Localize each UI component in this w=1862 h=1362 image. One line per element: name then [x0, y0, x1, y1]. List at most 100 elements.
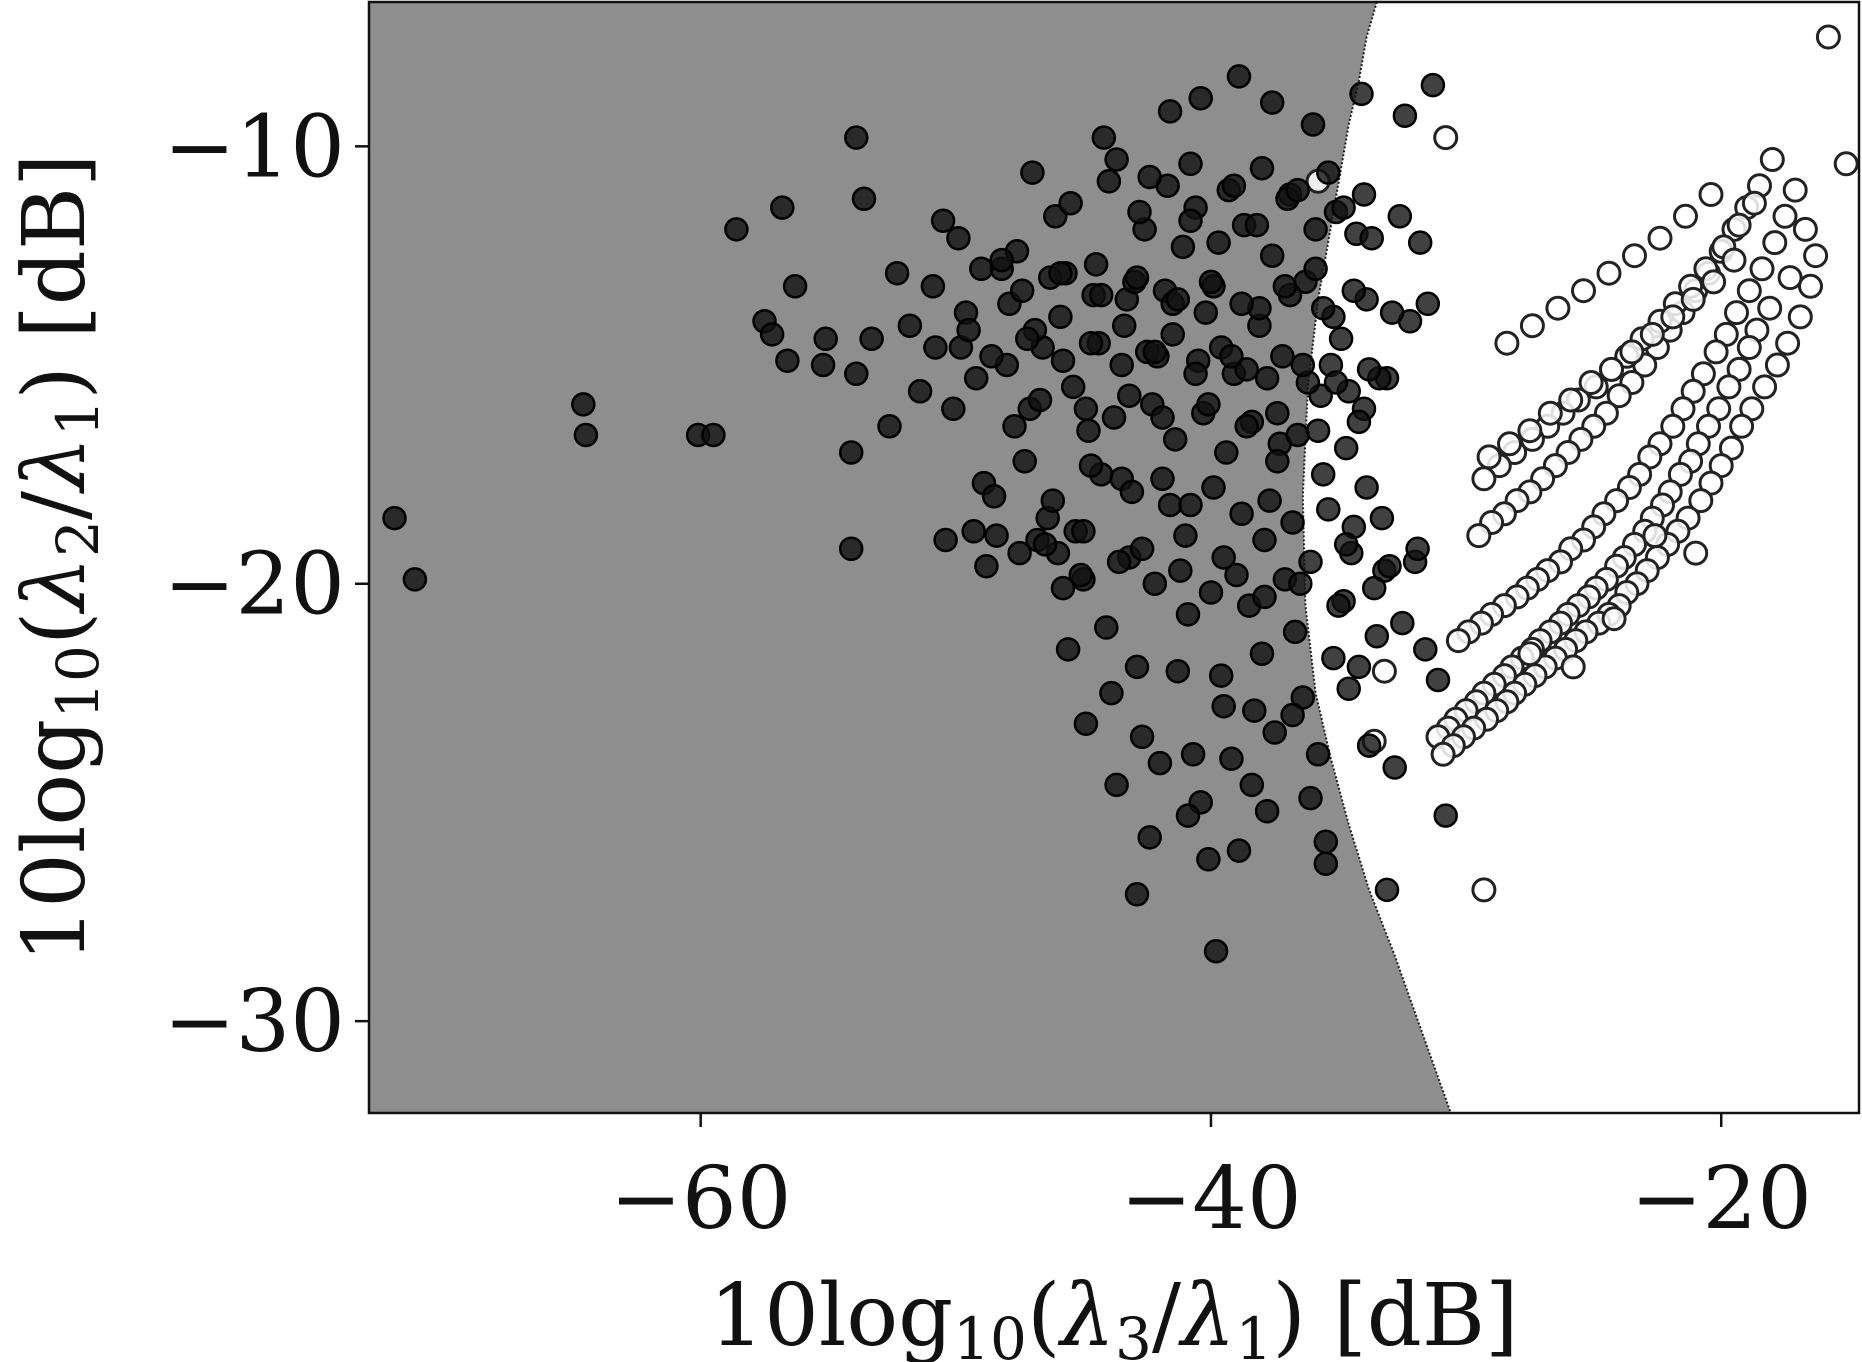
- data-point-hollow: [1736, 335, 1762, 360]
- data-point-filled: [1002, 414, 1027, 439]
- data-point-filled: [1270, 344, 1295, 369]
- data-point-filled: [884, 260, 910, 286]
- data-point-hollow: [1445, 628, 1471, 654]
- data-point-filled: [402, 567, 428, 592]
- data-point-hollow: [1729, 413, 1755, 439]
- data-point-filled: [1088, 282, 1114, 308]
- data-point-filled: [1071, 519, 1096, 544]
- data-point-hollow: [1466, 523, 1492, 549]
- data-point-filled: [1226, 838, 1252, 863]
- data-point-filled: [1150, 466, 1175, 492]
- data-point-filled: [1091, 125, 1117, 150]
- data-point-filled: [1390, 610, 1415, 636]
- y-tick-label: −30: [164, 972, 346, 1072]
- data-point-filled: [1157, 492, 1183, 518]
- data-point-filled: [974, 553, 999, 579]
- data-point-filled: [1420, 72, 1446, 98]
- data-point-hollow: [1798, 273, 1823, 299]
- y-label-denominator-subscript: 1: [44, 400, 112, 437]
- data-point-filled: [1316, 497, 1341, 522]
- data-point-filled: [1407, 230, 1433, 255]
- data-point-filled: [1198, 580, 1224, 605]
- data-point-filled: [1328, 326, 1354, 352]
- x-label-numerator-subscript: 3: [1115, 1305, 1152, 1362]
- data-point-hollow: [1537, 400, 1563, 426]
- data-point-hollow: [1642, 523, 1668, 549]
- decision-region-left: [369, 2, 1451, 1113]
- data-point-filled: [1280, 510, 1305, 535]
- data-point-filled: [1379, 300, 1405, 325]
- data-point-hollow: [1724, 300, 1749, 326]
- data-point-filled: [1382, 755, 1407, 780]
- data-point-filled: [941, 396, 966, 422]
- data-point-filled: [859, 326, 884, 352]
- data-point-filled: [1127, 199, 1152, 225]
- y-label-log-subscript: 10: [44, 645, 112, 719]
- data-point-hollow: [1726, 212, 1752, 238]
- data-point-hollow: [1787, 304, 1813, 330]
- y-label-prefix: 10log: [5, 719, 105, 963]
- data-point-filled: [1178, 208, 1203, 233]
- data-point-filled: [1226, 64, 1252, 89]
- data-point-filled: [1106, 549, 1132, 575]
- data-point-hollow: [1721, 247, 1747, 273]
- data-point-filled: [981, 484, 1007, 509]
- data-point-hollow: [1471, 466, 1497, 492]
- decision-boundary-line: [1301, 2, 1452, 1113]
- data-point-hollow: [1578, 370, 1604, 395]
- data-point-filled: [1119, 479, 1145, 505]
- data-point-filled: [1101, 405, 1127, 430]
- data-point-filled: [1346, 654, 1372, 680]
- data-point-filled: [1040, 488, 1066, 513]
- data-point-filled: [1224, 562, 1249, 588]
- plot-area: [369, 2, 1859, 1113]
- data-point-hollow: [1736, 278, 1762, 304]
- data-point-filled: [1433, 803, 1458, 828]
- data-point-filled: [907, 379, 933, 404]
- data-point-filled: [1341, 278, 1367, 303]
- data-point-filled: [1142, 571, 1168, 596]
- x-axis-title: 10log10(λ3/λ1) [dB]: [709, 1266, 1518, 1362]
- data-point-filled: [1354, 475, 1379, 500]
- x-label-lambda-numerator: λ: [1058, 1266, 1116, 1362]
- data-point-hollow: [1764, 352, 1790, 378]
- data-point-filled: [1249, 155, 1275, 181]
- data-point-hollow: [1680, 286, 1706, 312]
- data-point-hollow: [1688, 488, 1714, 514]
- data-point-filled: [382, 505, 407, 531]
- data-point-hollow: [1517, 418, 1543, 444]
- data-point-filled: [956, 317, 981, 343]
- x-label-slash: /: [1152, 1266, 1181, 1362]
- data-point-filled: [1288, 571, 1313, 596]
- data-point-hollow: [1698, 182, 1724, 207]
- points-layer: [382, 24, 1859, 964]
- data-point-filled: [1282, 619, 1308, 645]
- data-point-filled: [1323, 370, 1349, 395]
- data-point-filled: [1012, 449, 1037, 474]
- data-point-hollow: [1639, 321, 1665, 347]
- data-point-hollow: [1660, 304, 1686, 330]
- data-point-hollow: [1752, 374, 1778, 400]
- data-point-hollow: [1519, 313, 1545, 339]
- data-point-filled: [1175, 803, 1201, 828]
- data-point-filled: [1096, 169, 1122, 194]
- y-axis-title: 10log10(λ2/λ1) [dB]: [5, 153, 112, 962]
- data-point-filled: [1262, 720, 1287, 745]
- ticks-layer: −60 −40 −20 −10 −20 −30: [164, 97, 1812, 1249]
- data-point-filled: [1219, 746, 1244, 771]
- data-point-filled: [1244, 212, 1270, 238]
- data-point-filled: [1265, 400, 1290, 426]
- data-point-filled: [989, 247, 1014, 273]
- data-point-filled: [1109, 352, 1134, 378]
- data-point-filled: [1015, 326, 1040, 352]
- data-point-hollow: [1622, 243, 1647, 269]
- data-point-filled: [701, 422, 726, 448]
- data-point-filled: [1229, 501, 1254, 527]
- data-point-filled: [1129, 536, 1155, 562]
- data-point-filled: [1180, 742, 1206, 767]
- data-point-filled: [1336, 676, 1361, 701]
- data-point-filled: [782, 274, 808, 299]
- y-label-lambda-numerator: λ: [5, 557, 105, 615]
- data-point-filled: [1137, 164, 1162, 190]
- data-point-filled: [1310, 295, 1336, 321]
